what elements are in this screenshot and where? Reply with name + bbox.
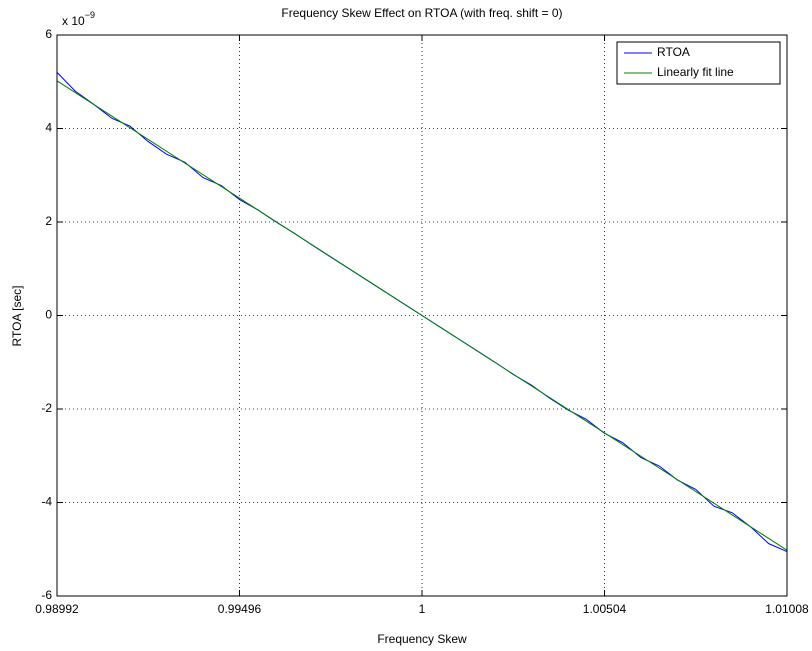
legend-label: Linearly fit line [657, 65, 734, 79]
x-tick-label: 0.99496 [218, 602, 262, 616]
y-multiplier-exponent: −9 [85, 10, 95, 20]
chart-title: Frequency Skew Effect on RTOA (with freq… [281, 6, 562, 20]
y-tick-label: 6 [45, 27, 52, 41]
legend-label: RTOA [657, 45, 690, 59]
x-tick-label: 1 [419, 602, 426, 616]
x-tick-label: 1.01008 [765, 602, 809, 616]
y-tick-label: -4 [41, 495, 52, 509]
y-multiplier: x 10−9 [62, 10, 95, 28]
y-tick-label: 0 [45, 308, 52, 322]
legend-box [616, 41, 781, 85]
y-tick-label: -6 [41, 588, 52, 602]
axes-box [56, 34, 788, 597]
y-axis-label: RTOA [sec] [10, 286, 24, 347]
x-tick-label: 0.98992 [35, 602, 79, 616]
y-tick-label: 4 [45, 121, 52, 135]
y-tick-label: 2 [45, 214, 52, 228]
y-tick-label: -2 [41, 401, 52, 415]
x-axis-label: Frequency Skew [377, 632, 467, 646]
data-line [56, 80, 788, 551]
y-multiplier-base: x 10 [62, 14, 85, 28]
legend: RTOA Linearly fit line [616, 41, 781, 85]
x-tick-label: 1.00504 [583, 602, 627, 616]
